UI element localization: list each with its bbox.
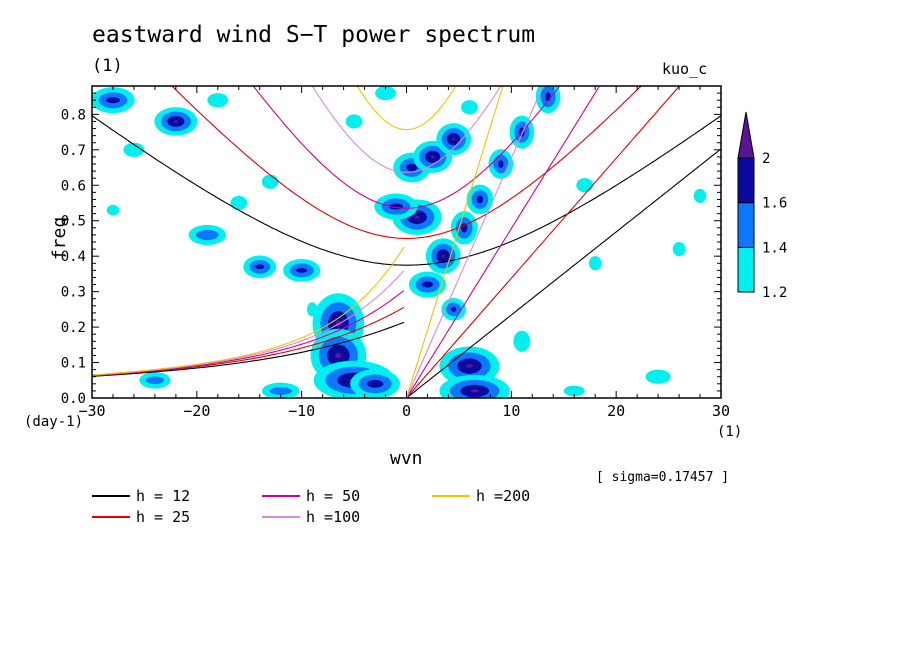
legend-swatch [92,516,130,518]
dispersion-curve-h12 [92,115,721,398]
y-tick-label: 0.3 [61,285,86,301]
power-blob-9 [450,211,478,245]
mrg-branch-h200 [92,246,405,376]
power-blob-25 [261,382,300,398]
run-label: (1) [92,56,123,76]
y-tick-label: 0.7 [61,143,86,159]
model-label: kuo_c [662,60,708,78]
y-tick-label: 0.8 [61,107,86,123]
ig-branch-h12 [92,115,721,266]
colorbar-swatch [737,202,755,248]
colorbar-label: 1.2 [762,285,787,301]
colorbar-arrow [737,111,755,159]
x-tick-label: −20 [183,402,210,420]
x-tick-label: 10 [502,402,520,420]
faint-blob-11 [563,385,585,397]
colorbar-label: 1.6 [762,196,787,212]
legend-label: h =200 [476,487,531,505]
colorbar-label: 2 [762,151,770,167]
power-blob-10 [466,184,494,215]
legend-swatch [432,495,470,497]
dispersion-curve-h200 [92,86,504,398]
kelvin-branch-h100 [405,86,544,398]
power-blob-21 [188,224,227,245]
x-tick-label: 0 [402,402,411,420]
x-tick-label: −10 [288,402,315,420]
plot-area [92,86,721,398]
power-blob-13 [535,86,561,114]
y-tick-label: 0.0 [61,391,86,407]
legend-label: h = 12 [136,487,191,505]
chart-title: eastward wind S−T power spectrum [92,22,536,48]
power-blob-8 [425,238,461,275]
faint-blob-6 [461,100,478,115]
power-blob-20 [243,255,277,279]
legend-swatch [92,495,130,497]
axis-ticks [91,86,722,399]
power-blob-11 [488,149,514,179]
x-tick-label: 20 [607,402,625,420]
legend-swatch [262,516,300,518]
legend-label: h = 50 [306,487,361,505]
mrg-branch-h12 [92,321,405,377]
faint-blob-2 [230,195,248,211]
y-tick-label: 0.4 [61,249,86,265]
faint-blob-8 [588,256,602,271]
legend-label: h = 25 [136,508,191,526]
faint-blob-0 [123,142,145,157]
colorbar-swatch [737,246,755,293]
x-axis-label: wvn [390,448,423,469]
faint-blob-15 [693,188,707,203]
x-tick-label: 30 [712,402,730,420]
colorbar-swatch [737,157,755,204]
kelvin-branch-h25 [406,86,681,398]
power-blob-16 [413,140,453,173]
y-tick-label: 0.2 [61,320,86,336]
faint-blob-1 [106,204,120,216]
colorbar: 1.2 1.4 1.6 2 [737,111,787,301]
colorbar-label: 1.4 [762,240,787,256]
power-blob-23 [92,87,135,114]
x-tick-label: −30 [78,402,105,420]
faint-blob-10 [645,369,671,384]
mrg-branch-h25 [92,306,405,377]
power-blob-24 [139,371,171,389]
power-blob-3 [350,368,400,398]
dispersion-curve-h25 [92,86,681,398]
legend-swatch [262,495,300,497]
power-blob-18 [374,193,418,220]
sigma-label: [ sigma=0.17457 ] [596,470,730,485]
kelvin-branch-h200 [405,86,504,398]
kelvin-branch-h12 [406,148,721,398]
ig-branch-h200 [356,86,457,131]
faint-blob-14 [207,93,229,108]
power-blob-17 [436,123,472,156]
x-axis-unit: (1) [717,424,743,440]
faint-blob-13 [375,86,397,101]
power-blob-7 [408,271,447,298]
faint-blob-9 [672,242,686,257]
faint-blob-3 [261,174,279,189]
power-blob-22 [154,107,198,136]
faint-blob-12 [513,330,531,352]
faint-blob-5 [345,114,363,129]
power-blob-5 [439,374,510,398]
legend-label: h =100 [306,508,361,526]
ig-branch-h25 [171,86,642,239]
y-tick-label: 0.5 [61,214,86,230]
ig-branch-h100 [311,86,502,173]
faint-blob-7 [576,178,594,193]
y-tick-label: 0.1 [61,356,86,372]
y-axis-unit: (day-1) [24,414,84,430]
power-blob-19 [283,259,321,282]
y-tick-label: 0.6 [61,178,86,194]
kelvin-branch-h50 [406,86,601,398]
ig-branch-h50 [252,86,561,209]
